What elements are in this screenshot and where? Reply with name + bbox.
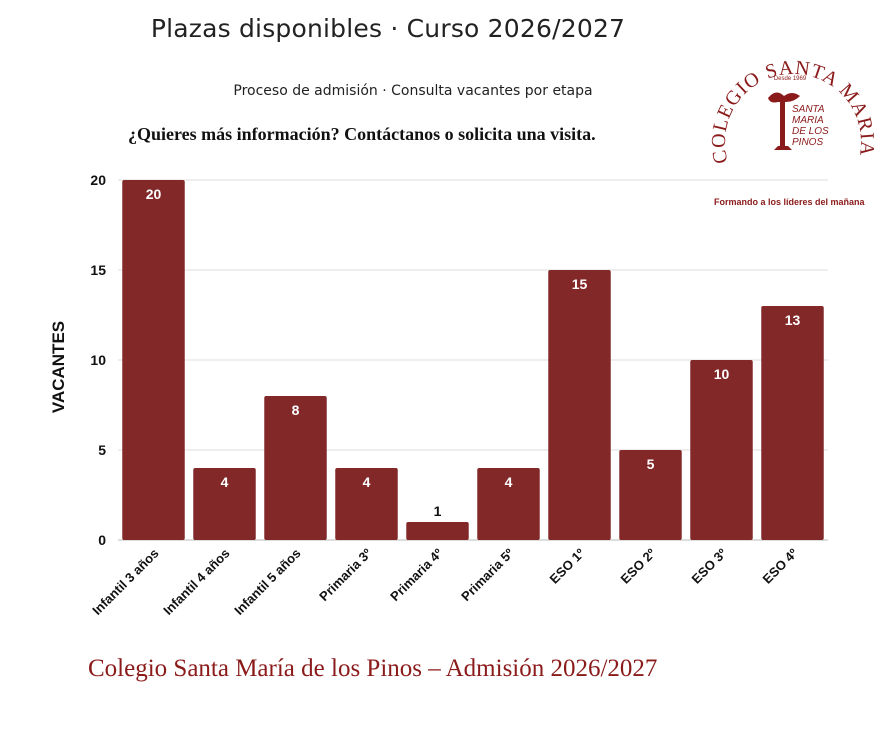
bars: 20 4 8 4 1 4 15 5 10 13 [122, 180, 824, 540]
x-tick-label: ESO 1º [547, 545, 588, 586]
pine-tree-icon [768, 92, 800, 150]
bar [761, 306, 824, 540]
x-tick-label: ESO 3º [689, 545, 730, 586]
bar-value-label: 8 [292, 402, 300, 418]
y-tick-label: 15 [90, 262, 106, 278]
bar-value-label: 4 [363, 474, 371, 490]
y-tick-label: 5 [98, 442, 106, 458]
bar [264, 396, 327, 540]
x-tick-label: Infantil 4 años [160, 546, 232, 618]
school-logo: COLEGIO SANTA MARIA DE LOS PINOS Desde 1… [702, 25, 877, 212]
x-tick-label: ESO 4º [760, 545, 801, 586]
logo-since-text: Desde 1969 [774, 76, 807, 82]
bar-value-label: 15 [572, 276, 588, 292]
y-axis-ticks: 0 5 10 15 20 [90, 172, 106, 548]
bar-value-label: 10 [714, 366, 730, 382]
chart-title: Plazas disponibles · Curso 2026/2027 [150, 14, 626, 43]
bar [406, 522, 469, 540]
y-axis-label: VACANTES [49, 321, 68, 413]
footer-text: Colegio Santa María de los Pinos – Admis… [88, 655, 658, 682]
logo-line-1: SANTA [792, 104, 825, 115]
bar-value-label: 4 [221, 474, 229, 490]
x-tick-label: Primaria 5º [458, 545, 517, 604]
logo-line-3: DE LOS [792, 126, 829, 137]
logo-line-4: PINOS [792, 137, 823, 148]
bar-value-label: 4 [505, 474, 513, 490]
chart-subtitle: Proceso de admisión · Consulta vacantes … [233, 83, 593, 99]
bar [477, 468, 540, 540]
bar-value-label: 5 [647, 456, 655, 472]
y-tick-label: 0 [98, 532, 106, 548]
bar [335, 468, 398, 540]
bar-value-label: 1 [434, 503, 442, 519]
logo-tagline: Formando a los líderes del mañana [714, 197, 865, 207]
bar [690, 360, 753, 540]
x-tick-label: Infantil 5 años [231, 546, 303, 618]
bar [548, 270, 611, 540]
y-tick-label: 20 [90, 172, 106, 188]
x-tick-label: Primaria 4º [387, 545, 446, 604]
bar-value-label: 13 [785, 312, 801, 328]
x-tick-label: Primaria 3º [316, 545, 375, 604]
x-tick-label: Infantil 3 años [89, 546, 161, 618]
bar-value-label: 20 [146, 186, 162, 202]
contact-cta: ¿Quieres más información? Contáctanos o … [128, 124, 596, 144]
x-tick-label: ESO 2º [618, 545, 659, 586]
bar [122, 180, 185, 540]
y-tick-label: 10 [90, 352, 106, 368]
bar [619, 450, 682, 540]
bar [193, 468, 256, 540]
logo-line-2: MARIA [792, 115, 824, 126]
